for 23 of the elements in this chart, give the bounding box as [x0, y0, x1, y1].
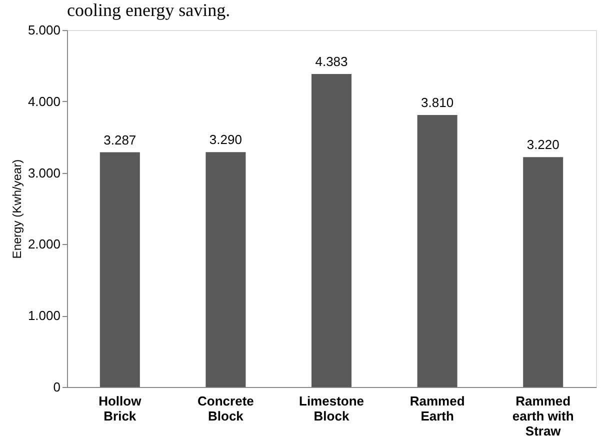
x-tick-label: Rammed Earth — [410, 394, 465, 424]
y-tick-label: 1.000 — [28, 308, 60, 324]
x-tick-label: Limestone Block — [298, 394, 364, 424]
x-tick-label: Concrete Block — [198, 394, 254, 424]
data-label: 3.287 — [104, 132, 136, 148]
data-label: 3.810 — [421, 94, 454, 110]
y-tick-label: 5.000 — [28, 22, 60, 38]
bar — [206, 152, 246, 387]
y-tick-label: 2.000 — [28, 236, 60, 252]
y-axis-title: Energy (Kwh/year) — [10, 159, 24, 259]
y-tick-label: 4.000 — [28, 94, 60, 109]
text: cooling energy saving. — [67, 0, 230, 20]
bar — [312, 74, 352, 387]
y-tick-label: 0 — [53, 380, 60, 394]
y-tick-label: 3.000 — [28, 165, 60, 180]
x-tick-label: Rammed earth with Straw — [512, 394, 574, 438]
bar — [523, 157, 564, 387]
data-label: 3.220 — [526, 137, 560, 152]
data-label: 3.290 — [209, 132, 242, 148]
bar — [417, 114, 458, 387]
data-label: 4.383 — [315, 54, 348, 70]
x-tick-label: Hollow Brick — [98, 394, 142, 424]
bar — [100, 152, 140, 387]
